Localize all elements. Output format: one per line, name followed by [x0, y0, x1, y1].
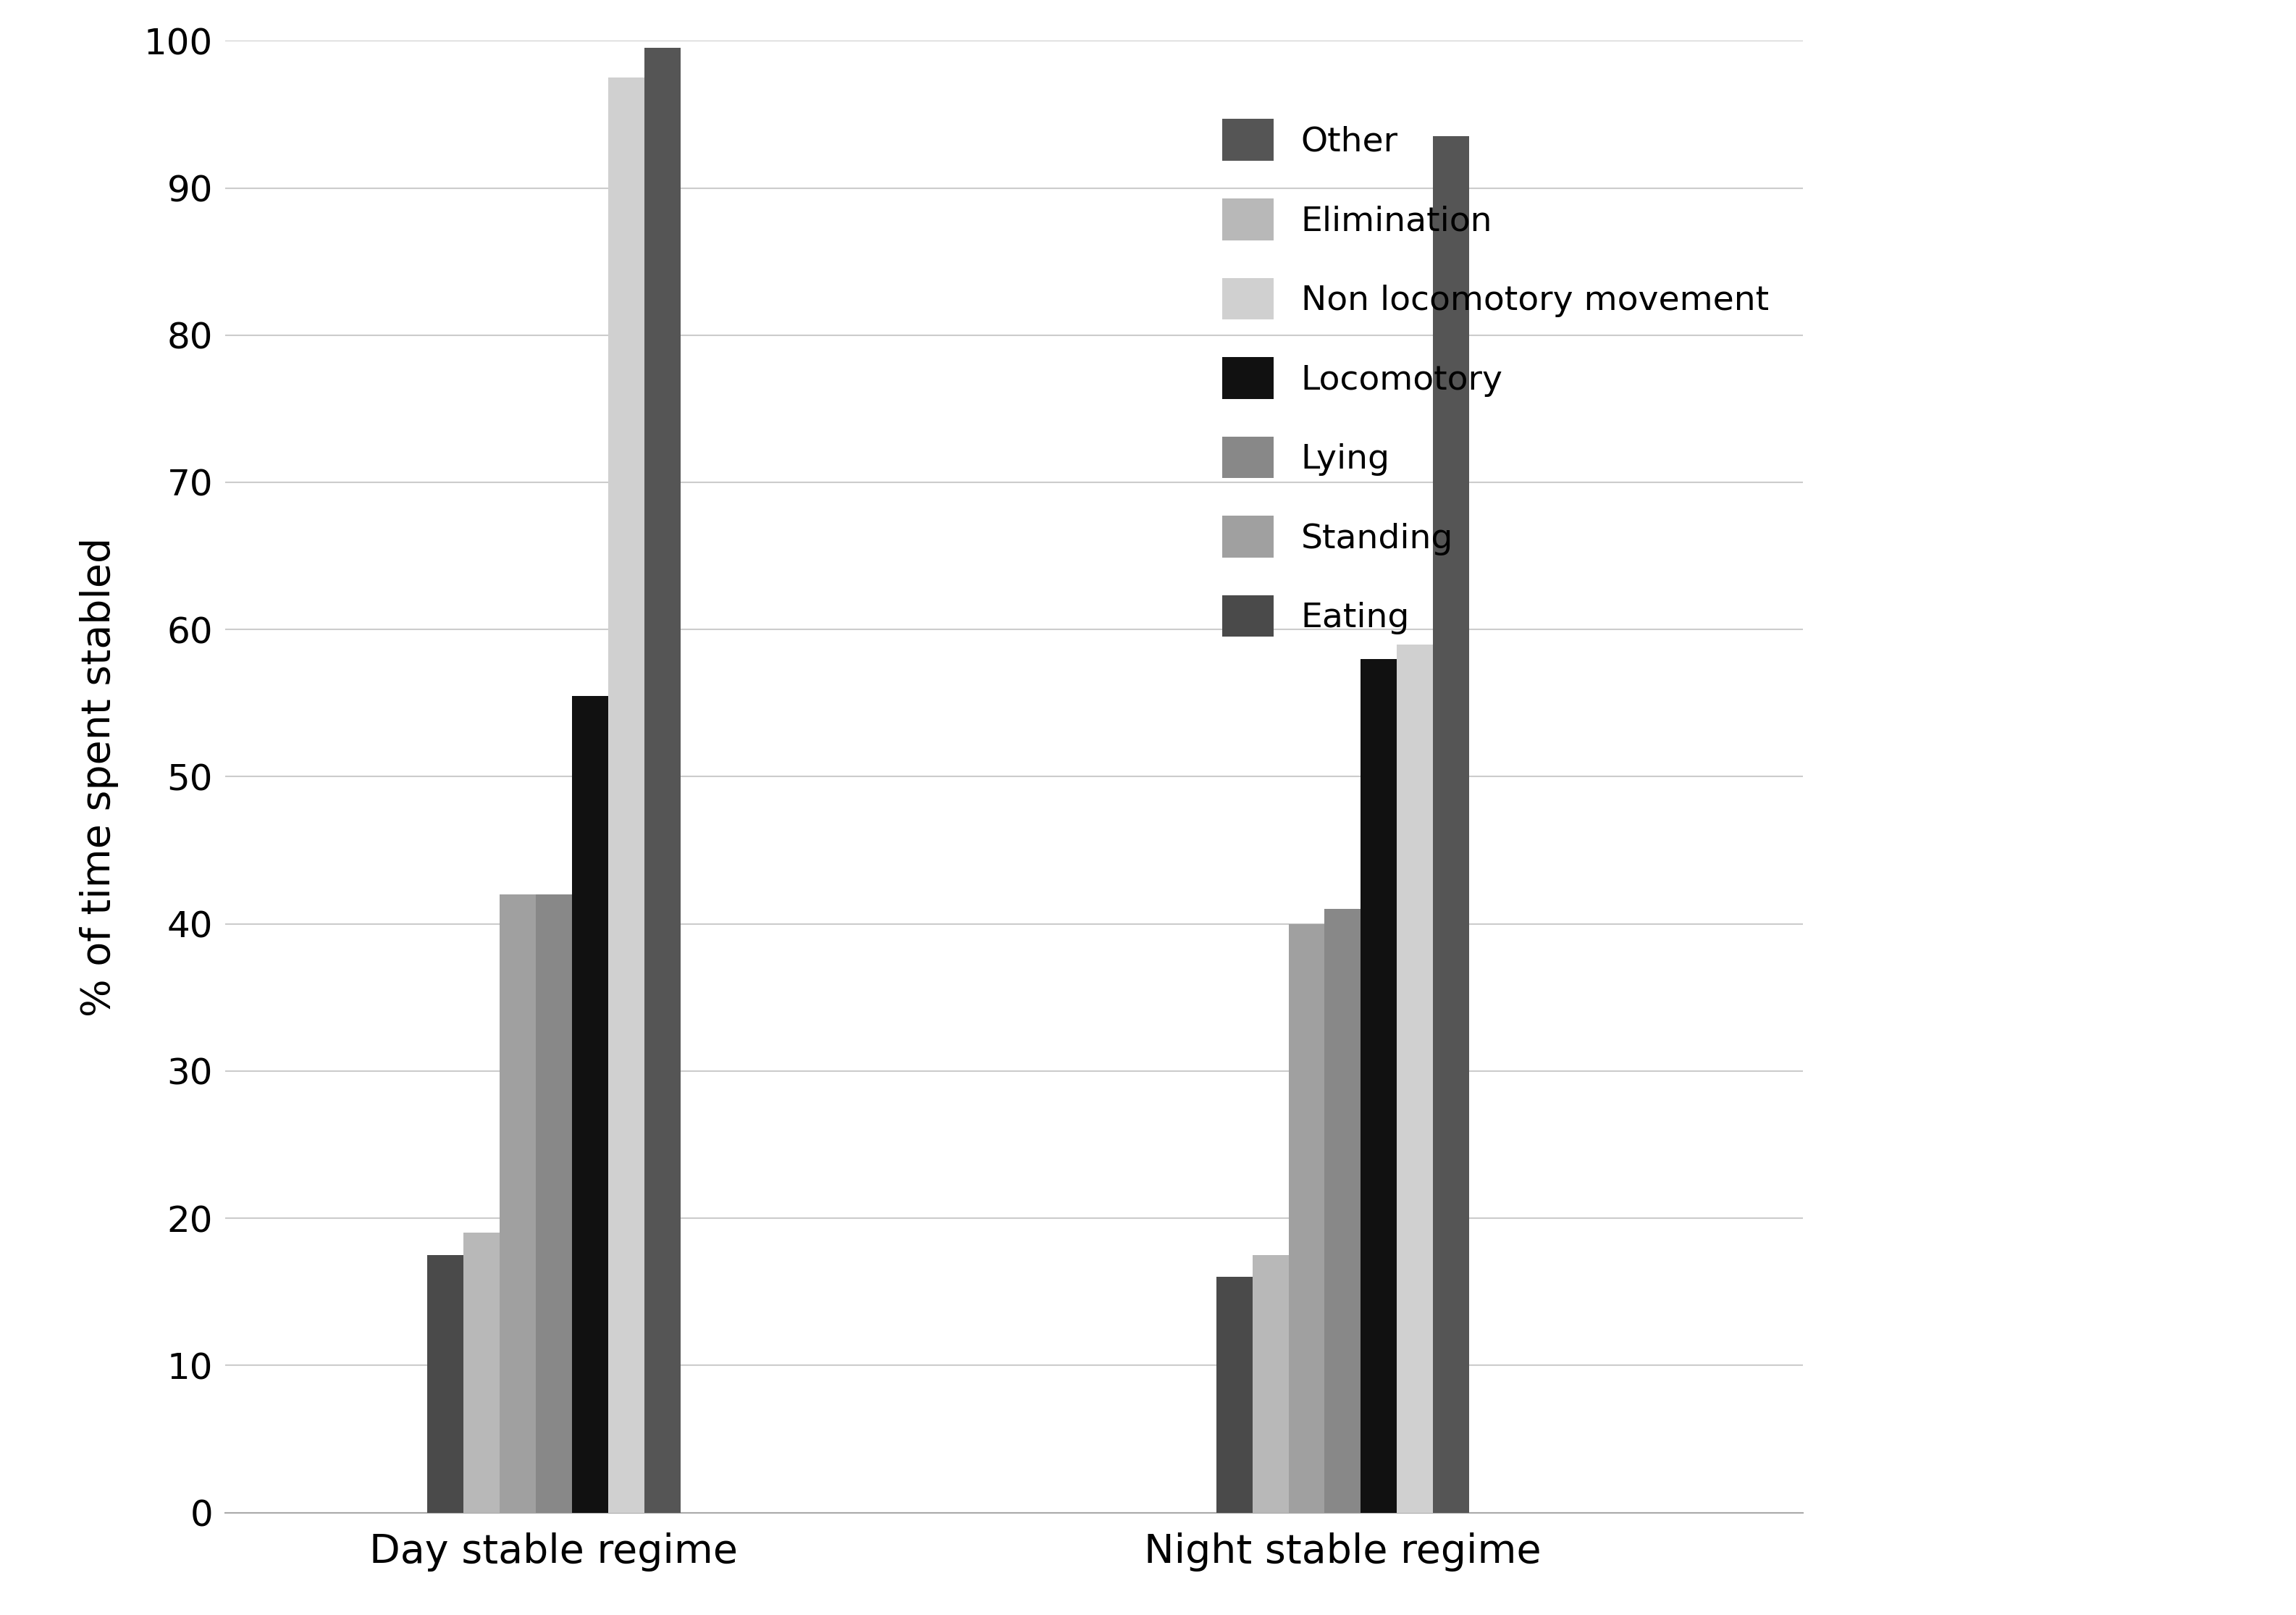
Y-axis label: % of time spent stabled: % of time spent stabled — [80, 536, 119, 1016]
Bar — [1288, 924, 1325, 1513]
Bar — [1251, 1255, 1288, 1513]
Bar — [572, 696, 608, 1513]
Bar — [645, 48, 680, 1513]
Bar — [1217, 1277, 1251, 1513]
Bar — [1433, 136, 1469, 1513]
Bar — [501, 895, 535, 1513]
Bar — [1362, 659, 1396, 1513]
Legend: Other, Elimination, Non locomotory movement, Locomotory, Lying, Standing, Eating: Other, Elimination, Non locomotory movem… — [1205, 102, 1786, 654]
Bar — [427, 1255, 464, 1513]
Bar — [608, 78, 645, 1513]
Bar — [1325, 909, 1362, 1513]
Bar — [464, 1232, 501, 1513]
Bar — [1396, 644, 1433, 1513]
Bar — [535, 895, 572, 1513]
